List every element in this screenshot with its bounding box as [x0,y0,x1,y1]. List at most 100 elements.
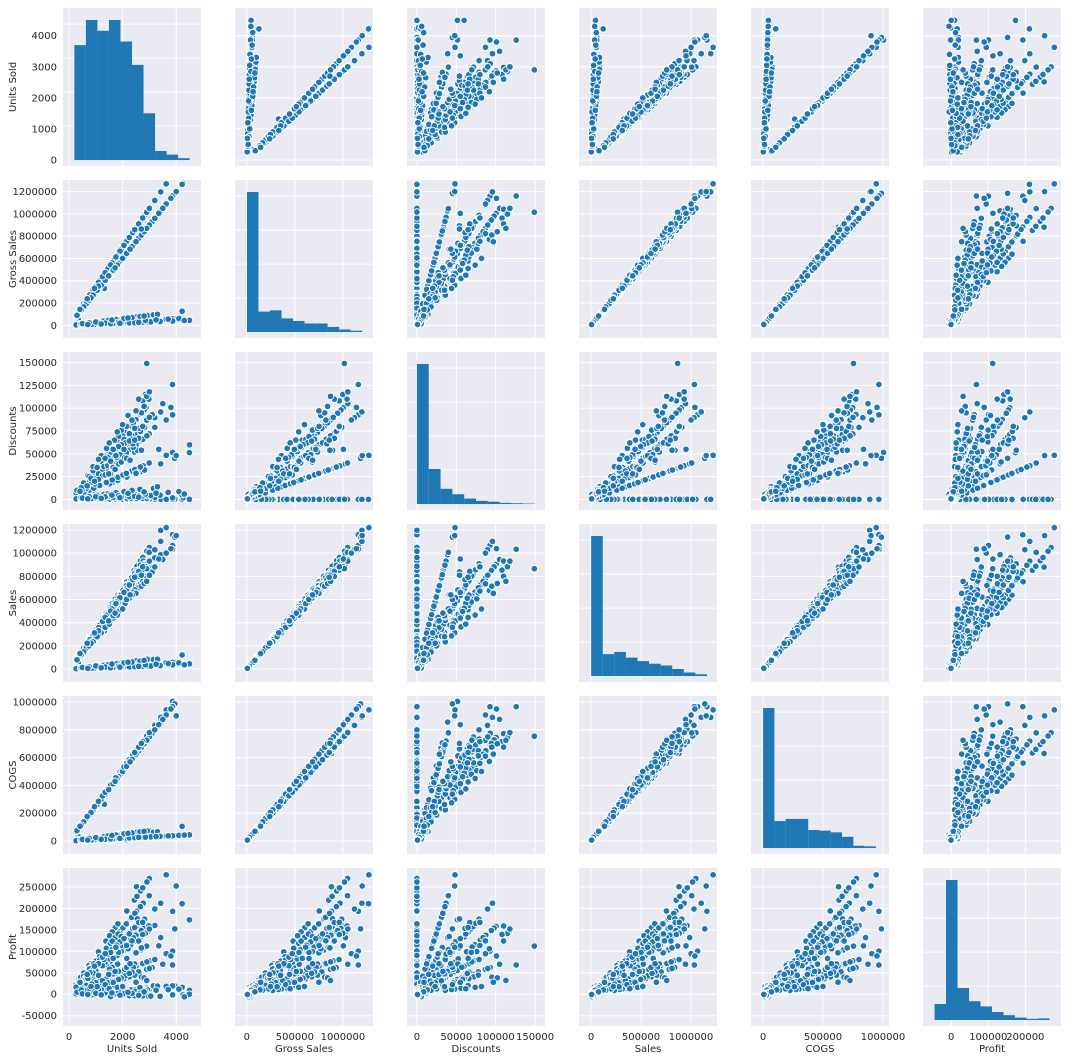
point-466 [788,284,797,293]
point-85 [413,208,421,216]
point-466 [428,284,437,293]
point-470 [964,110,973,118]
point-446 [951,306,959,314]
point-434 [456,266,465,274]
point-450 [594,69,603,77]
point-466 [618,126,627,135]
point-86 [1019,237,1027,246]
point-450 [419,312,428,320]
point-454 [760,118,769,127]
point-389 [591,55,599,63]
point-356 [481,83,490,91]
point-452 [244,97,253,105]
point-469 [420,143,428,152]
point-447 [415,125,424,133]
point-442 [954,254,962,263]
point-167 [427,267,436,275]
hist-bar-units-sold-8 [166,154,179,160]
hist-bar-gross-sales-8 [339,329,351,332]
point-457 [843,72,851,80]
point-469 [772,305,780,314]
point-471 [111,264,119,272]
point-433 [138,214,147,222]
point-459 [702,187,710,196]
point-79 [185,495,194,504]
hist-bar-units-sold-1 [85,20,98,160]
point-423 [464,103,472,111]
point-450 [949,69,958,77]
point-448 [591,106,600,115]
point-455 [947,320,955,329]
point-422 [977,214,986,223]
point-362 [419,41,427,49]
point-449 [949,87,957,96]
hist-bar-gross-sales-0 [246,192,259,332]
point-49 [178,180,186,189]
point-460 [995,241,1003,250]
point-430 [458,98,467,107]
point-455 [587,134,596,143]
point-468 [83,295,91,303]
point-471 [967,102,975,111]
point-468 [964,135,973,143]
point-421 [957,237,966,246]
point-362 [164,315,172,323]
point-448 [247,106,256,115]
point-458 [989,209,997,218]
point-168 [430,258,438,267]
point-375 [945,61,954,70]
point-459 [1040,187,1049,196]
point-468 [425,135,433,143]
panel-background [235,8,373,166]
point-86 [1019,89,1027,97]
point-455 [243,134,252,143]
panel-gross-sales-vs-units-sold [63,179,201,338]
point-469 [772,143,780,152]
point-426 [447,122,456,130]
point-422 [675,56,683,65]
point-453 [946,75,955,83]
point-375 [416,61,425,70]
point-49 [364,25,373,33]
point-231 [690,56,698,65]
point-363 [419,28,428,37]
point-458 [456,52,465,60]
point-435 [448,114,457,122]
point-459 [172,187,180,196]
point-455 [760,320,768,329]
point-420 [506,63,514,71]
point-375 [245,61,254,70]
point-459 [450,187,459,196]
point-471 [967,264,975,272]
point-470 [803,110,812,118]
point-448 [416,106,425,115]
point-422 [475,56,483,65]
point-470 [435,272,443,280]
point-139 [1003,33,1012,42]
point-265 [468,66,476,74]
point-230 [1026,49,1034,58]
point-363 [592,28,601,37]
point-375 [589,61,598,70]
point-229 [486,36,494,44]
point-167 [427,112,436,121]
point-466 [618,284,627,293]
point-447 [245,125,254,133]
point-144 [1050,180,1059,188]
point-462 [988,101,996,110]
point-472 [447,245,455,253]
point-363 [764,28,772,37]
point-468 [609,295,618,303]
point-363 [951,28,960,37]
point-148 [444,204,453,213]
point-459 [702,31,710,40]
point-463 [835,225,844,234]
point-468 [265,135,274,143]
point-230 [488,188,497,196]
point-460 [456,241,465,250]
point-168 [993,258,1001,267]
panel-units-sold-vs-profit [923,8,1061,166]
point-470 [104,272,113,280]
point-335 [492,38,501,46]
